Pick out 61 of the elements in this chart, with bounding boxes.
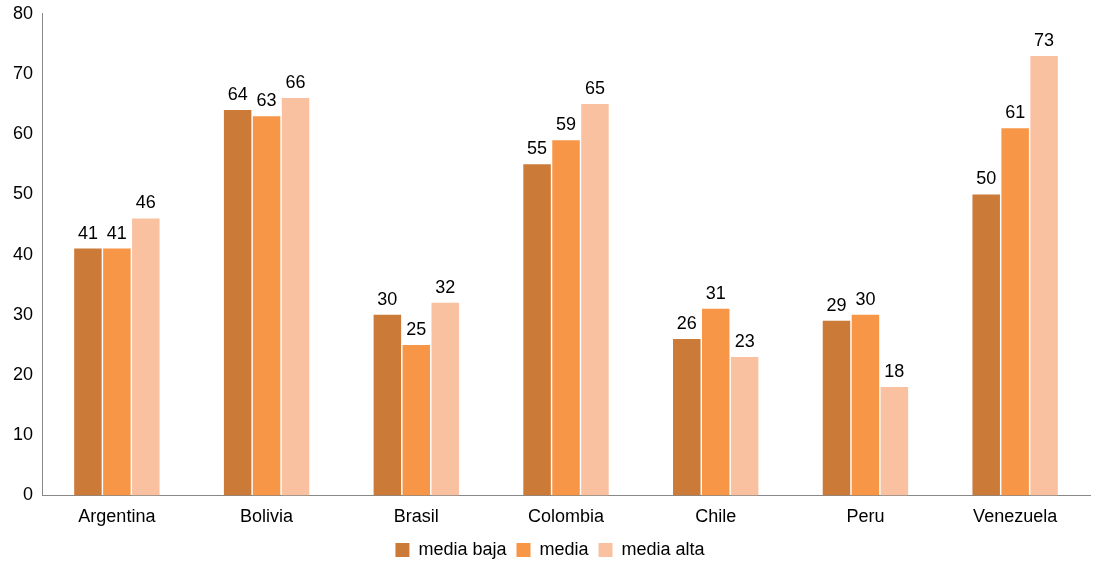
bar — [552, 140, 580, 496]
bar — [880, 387, 909, 496]
y-tick-label: 30 — [12, 303, 34, 324]
data-label: 31 — [705, 282, 726, 303]
data-label: 46 — [135, 192, 156, 213]
bar — [281, 98, 310, 496]
data-label: 61 — [1005, 102, 1026, 123]
data-label: 73 — [1034, 29, 1055, 50]
data-label: 65 — [584, 78, 605, 99]
legend-label: media baja — [418, 538, 508, 559]
bar — [132, 218, 160, 496]
data-label: 41 — [106, 222, 127, 243]
x-tick-label: Chile — [695, 506, 737, 527]
bar — [523, 164, 551, 496]
x-tick-label: Colombia — [527, 506, 606, 527]
bar — [431, 302, 459, 496]
data-label: 55 — [527, 138, 548, 159]
bar — [402, 344, 431, 496]
legend-label: media alta — [621, 538, 706, 559]
bar — [74, 248, 102, 496]
x-tick-label: Argentina — [78, 506, 157, 527]
y-tick-label: 0 — [23, 484, 34, 505]
y-tick-label: 20 — [12, 363, 34, 384]
data-label: 18 — [884, 361, 905, 382]
x-tick-label: Peru — [846, 506, 885, 527]
bar — [1001, 128, 1029, 496]
data-label: 29 — [826, 294, 847, 315]
data-label: 41 — [77, 222, 98, 243]
bar — [673, 338, 701, 496]
data-label: 30 — [377, 288, 398, 309]
data-label: 25 — [406, 318, 427, 339]
bar — [252, 116, 281, 496]
data-label: 50 — [976, 168, 997, 189]
data-label: 30 — [855, 288, 876, 309]
bar — [103, 248, 131, 496]
legend-label: media — [539, 538, 590, 559]
data-label: 32 — [435, 276, 456, 297]
data-label: 23 — [734, 330, 755, 351]
bar — [1030, 55, 1058, 496]
y-tick-label: 80 — [12, 2, 34, 23]
x-tick-label: Venezuela — [973, 506, 1059, 527]
y-tick-label: 50 — [12, 183, 34, 204]
bar — [581, 104, 609, 496]
bar — [851, 314, 880, 496]
data-label: 64 — [227, 84, 248, 105]
bar — [223, 110, 252, 496]
bar — [701, 308, 730, 496]
data-label: 66 — [285, 72, 306, 93]
bar — [822, 320, 851, 496]
bar — [972, 194, 1000, 496]
y-tick-label: 10 — [12, 424, 34, 445]
x-tick-label: Bolivia — [240, 506, 295, 527]
bar — [730, 356, 759, 496]
y-tick-label: 60 — [12, 123, 34, 144]
data-label: 63 — [256, 90, 277, 111]
data-label: 59 — [556, 114, 577, 135]
y-tick-label: 70 — [12, 62, 34, 83]
y-tick-label: 40 — [12, 243, 34, 264]
bar — [373, 314, 402, 496]
x-tick-label: Brasil — [393, 506, 439, 527]
data-label: 26 — [676, 312, 697, 333]
